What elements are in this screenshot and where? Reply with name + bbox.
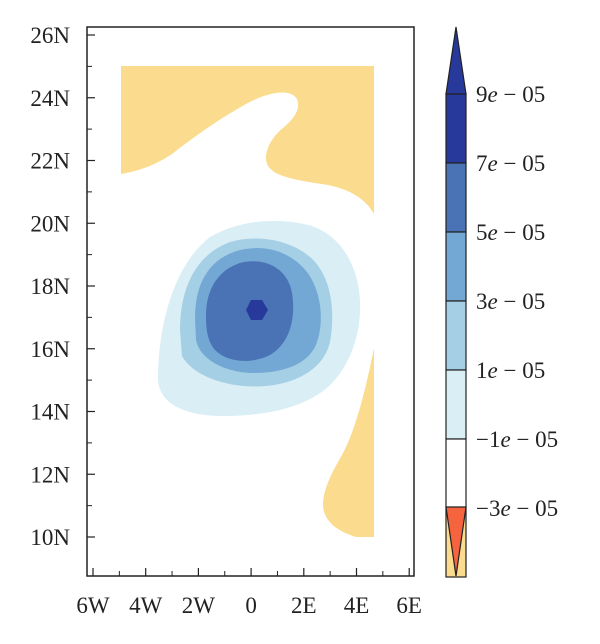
colorbar-band [445,93,467,164]
lat-tick-label: 16N [30,337,70,362]
colorbar-band [445,231,467,302]
colorbar-level-label: −1e − 05 [476,427,558,452]
lat-tick-label: 12N [30,462,70,487]
colorbar-level-label: −3e − 05 [476,496,558,521]
lon-tick-label: 4E [344,593,370,618]
colorbar-level-label: 9e − 05 [476,82,545,107]
colorbar-level-label: 1e − 05 [476,358,545,383]
colorbar-upper-extension [445,26,467,95]
lon-tick-label: 2W [182,593,216,618]
lat-tick-label: 20N [30,211,70,236]
lon-tick-label: 2E [291,593,317,618]
lat-axis: 26N 24N 22N 20N 18N 16N 14N 12N 10N [30,23,95,550]
lat-tick-label: 14N [30,400,70,425]
lon-axis: 6W 4W 2W 0 2E 4E 6E [76,568,422,618]
colorbar-band [445,162,467,233]
lon-tick-label: 0 [245,593,257,618]
lon-tick-label: 6W [76,593,110,618]
lat-tick-label: 10N [30,525,70,550]
colorbar-level-label: 3e − 05 [476,289,545,314]
colorbar-band [445,300,467,371]
colorbar-lower-extension [445,506,467,577]
colorbar-band [445,369,467,440]
contour-band-9e-05 [246,300,268,320]
colorbar: 9e − 05 7e − 05 5e − 05 3e − 05 1e − 05 −1e −… [445,26,558,578]
colorbar-level-label: 7e − 05 [476,151,545,176]
lat-tick-label: 22N [30,149,70,174]
negative-anomaly-southeast [323,348,374,537]
lat-tick-label: 18N [30,274,70,299]
negative-anomaly-north [121,66,374,214]
lon-tick-label: 6E [396,593,422,618]
lon-tick-label: 4W [129,593,163,618]
lat-tick-label: 26N [30,23,70,48]
colorbar-level-label: 5e − 05 [476,220,545,245]
lat-tick-label: 24N [30,86,70,111]
colorbar-band [445,438,467,509]
